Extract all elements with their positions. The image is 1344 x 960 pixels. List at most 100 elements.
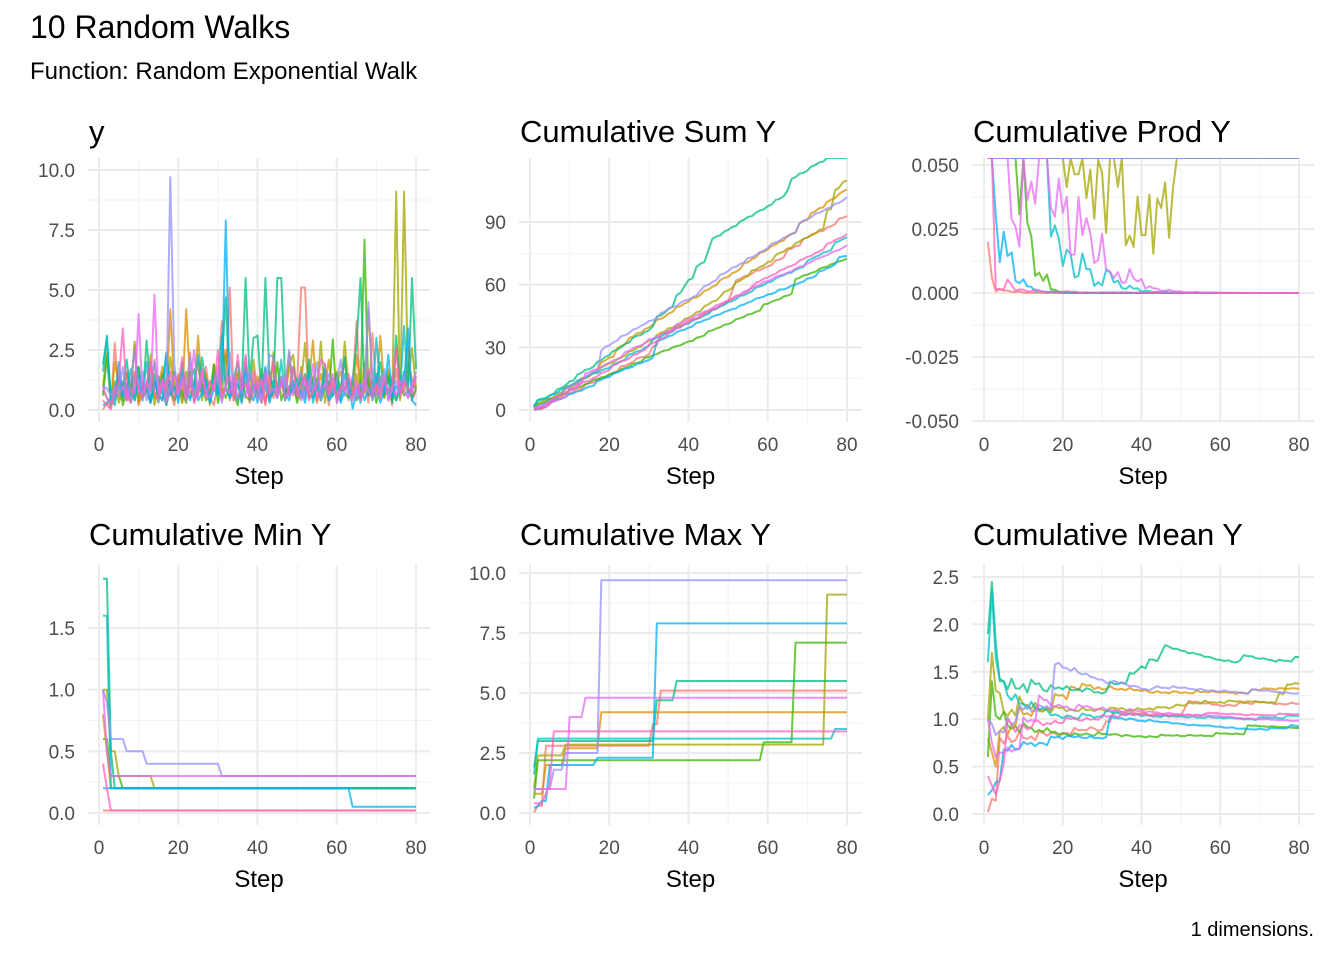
y-tick-label: 0.025 bbox=[911, 220, 959, 241]
series-line-2 bbox=[534, 711, 847, 795]
x-tick-label: 40 bbox=[247, 435, 268, 456]
series-line-8 bbox=[533, 196, 848, 409]
x-tick-label: 80 bbox=[405, 435, 426, 456]
series-line-5 bbox=[986, 580, 1299, 695]
y-tick-label: 0.0 bbox=[933, 805, 959, 826]
y-tick-label: 10.0 bbox=[469, 564, 506, 585]
series-line-5 bbox=[533, 158, 847, 407]
x-tick-label: 40 bbox=[1131, 838, 1152, 859]
series-line-10 bbox=[534, 730, 847, 805]
panel-title: Cumulative Max Y bbox=[520, 517, 771, 552]
series-line-10 bbox=[102, 763, 416, 812]
series-line-7 bbox=[987, 715, 1300, 796]
series-line-4 bbox=[986, 680, 1299, 758]
series-line-4 bbox=[533, 641, 847, 799]
series-line-8 bbox=[987, 661, 1300, 736]
series-line-3 bbox=[103, 688, 416, 790]
x-tick-label: 80 bbox=[836, 838, 857, 859]
x-tick-label: 20 bbox=[1052, 435, 1073, 456]
x-tick-label: 20 bbox=[599, 435, 620, 456]
y-tick-label: 1.5 bbox=[933, 663, 959, 684]
chart-title: 10 Random Walks bbox=[30, 9, 291, 45]
y-tick-label: 0.5 bbox=[49, 742, 75, 763]
y-tick-label: 0.0 bbox=[49, 401, 75, 422]
x-axis-label: Step bbox=[234, 866, 283, 893]
y-tick-label: -0.025 bbox=[905, 348, 959, 369]
series-line-5 bbox=[102, 277, 417, 407]
panel-cumprod: -0.050 -0.025 0.000 0.025 0.050 0 20 40 60 80 Cumu… bbox=[905, 114, 1314, 490]
series-lines bbox=[533, 579, 847, 814]
series-line-6 bbox=[103, 614, 416, 790]
series-line-3 bbox=[987, 158, 1299, 255]
series-line-7 bbox=[533, 254, 848, 411]
panel-title: Cumulative Sum Y bbox=[520, 114, 776, 149]
series-line-5 bbox=[533, 680, 847, 768]
x-tick-label: 0 bbox=[979, 435, 990, 456]
series-line-1 bbox=[986, 699, 1300, 813]
y-tick-label: 0.0 bbox=[49, 804, 75, 825]
y-tick-label: 0.5 bbox=[933, 758, 959, 779]
panel-cumsum: 0 30 60 90 0 20 40 60 80 Cumulative Sum Y Step bbox=[485, 114, 862, 490]
x-tick-label: 40 bbox=[1131, 435, 1152, 456]
series-line-1 bbox=[533, 689, 847, 814]
x-tick-label: 60 bbox=[326, 838, 347, 859]
series-lines bbox=[986, 580, 1300, 813]
series-line-5 bbox=[103, 577, 416, 790]
y-tick-label: 60 bbox=[485, 276, 506, 297]
x-tick-label: 40 bbox=[678, 435, 699, 456]
x-tick-label: 60 bbox=[326, 435, 347, 456]
series-line-3 bbox=[533, 593, 847, 790]
x-tick-label: 20 bbox=[168, 435, 189, 456]
chart-subtitle: Function: Random Exponential Walk bbox=[30, 58, 418, 85]
series-line-8 bbox=[534, 579, 847, 790]
y-tick-label: 0.050 bbox=[911, 156, 959, 177]
series-line-7 bbox=[103, 787, 416, 808]
x-tick-label: 20 bbox=[1052, 838, 1073, 859]
x-tick-label: 40 bbox=[678, 838, 699, 859]
x-tick-label: 60 bbox=[757, 838, 778, 859]
y-tick-label: 2.0 bbox=[933, 615, 959, 636]
series-line-6 bbox=[533, 728, 847, 775]
series-lines bbox=[102, 577, 416, 812]
panel-cummax: 0.0 2.5 5.0 7.5 10.0 0 20 40 60 80 Cumulative Max … bbox=[469, 517, 862, 893]
x-tick-label: 80 bbox=[405, 838, 426, 859]
series-line-10 bbox=[987, 158, 1299, 294]
y-tick-label: 5.0 bbox=[49, 281, 75, 302]
y-tick-label: 30 bbox=[485, 338, 506, 359]
y-tick-label: 10.0 bbox=[38, 161, 75, 182]
series-line-9 bbox=[534, 696, 847, 790]
x-axis-label: Step bbox=[1118, 866, 1167, 893]
y-tick-label: 7.5 bbox=[49, 221, 75, 242]
y-tick-label: 0.000 bbox=[911, 284, 959, 305]
x-tick-label: 20 bbox=[599, 838, 620, 859]
x-axis-label: Step bbox=[666, 463, 715, 490]
x-tick-label: 60 bbox=[1210, 435, 1231, 456]
x-tick-label: 40 bbox=[247, 838, 268, 859]
panel-title: Cumulative Prod Y bbox=[973, 114, 1231, 149]
y-tick-label: 90 bbox=[485, 213, 506, 234]
x-tick-label: 0 bbox=[94, 838, 105, 859]
x-tick-label: 80 bbox=[1288, 838, 1309, 859]
y-tick-label: 2.5 bbox=[933, 568, 959, 589]
x-tick-label: 60 bbox=[1210, 838, 1231, 859]
series-line-10 bbox=[986, 711, 1300, 796]
y-tick-label: 1.5 bbox=[49, 619, 75, 640]
panel-title: y bbox=[89, 114, 105, 149]
y-tick-label: 7.5 bbox=[480, 624, 506, 645]
chart-caption: 1 dimensions. bbox=[1190, 919, 1314, 941]
y-tick-label: 1.0 bbox=[49, 681, 75, 702]
series-line-10 bbox=[102, 327, 417, 411]
y-tick-label: 2.5 bbox=[49, 341, 75, 362]
y-tick-label: -0.050 bbox=[905, 412, 959, 433]
x-tick-label: 80 bbox=[836, 435, 857, 456]
y-tick-label: 0 bbox=[495, 401, 506, 422]
series-line-9 bbox=[533, 244, 848, 409]
x-tick-label: 60 bbox=[757, 435, 778, 456]
series-line-7 bbox=[533, 622, 847, 810]
series-line-4 bbox=[987, 158, 1299, 294]
series-line-10 bbox=[533, 233, 848, 411]
series-lines bbox=[102, 176, 417, 411]
panel-title: Cumulative Min Y bbox=[89, 517, 331, 552]
y-tick-label: 5.0 bbox=[480, 684, 506, 705]
series-line-9 bbox=[102, 689, 416, 777]
